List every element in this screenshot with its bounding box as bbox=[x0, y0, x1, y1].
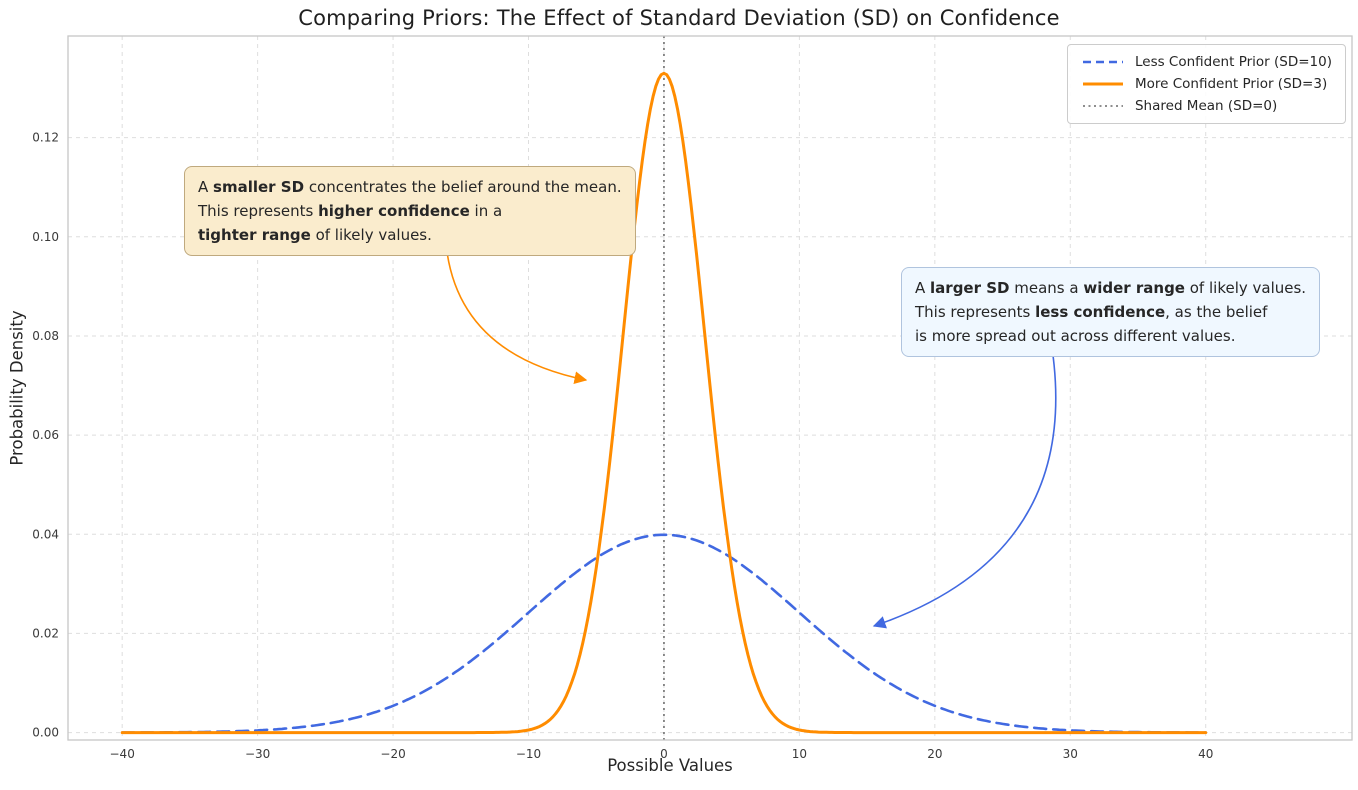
curve-more-confident-prior bbox=[120, 71, 1208, 735]
x-tick-label: 10 bbox=[792, 747, 807, 761]
x-tick-label: 30 bbox=[1063, 747, 1078, 761]
annotation-arrow-smaller-sd bbox=[446, 251, 588, 384]
annotation-line: A smaller SD concentrates the belief aro… bbox=[198, 178, 622, 196]
annotation-line: This represents higher confidence in a bbox=[198, 202, 503, 220]
x-tick-label: −10 bbox=[516, 747, 541, 761]
y-tick-label: 0.02 bbox=[32, 626, 59, 640]
y-tick-label: 0.06 bbox=[32, 428, 59, 442]
legend-item: More Confident Prior (SD=3) bbox=[1081, 76, 1332, 92]
x-tick-label: −40 bbox=[110, 747, 135, 761]
annotation-arrow-larger-sd bbox=[872, 347, 1057, 629]
annotation-larger-sd: A larger SD means a wider range of likel… bbox=[901, 267, 1321, 357]
legend-label: Shared Mean (SD=0) bbox=[1134, 98, 1278, 114]
x-tick-label: 40 bbox=[1198, 747, 1213, 761]
annotation-line: A larger SD means a wider range of likel… bbox=[915, 279, 1307, 297]
y-tick-label: 0.04 bbox=[32, 527, 59, 541]
y-tick-label: 0.00 bbox=[32, 726, 59, 740]
x-tick-label: 0 bbox=[660, 747, 668, 761]
legend-line-sample-icon bbox=[1082, 60, 1123, 64]
x-axis-label: Possible Values bbox=[607, 756, 733, 775]
legend-line-sample-icon bbox=[1082, 82, 1123, 86]
axes-frame bbox=[67, 35, 1353, 741]
annotation-line: is more spread out across different valu… bbox=[915, 327, 1236, 345]
annotation-line: This represents less confidence, as the … bbox=[915, 303, 1268, 321]
y-tick-label: 0.12 bbox=[32, 131, 59, 145]
curve-less-confident-prior bbox=[120, 533, 1207, 734]
legend: Less Confident Prior (SD=10) More Confide… bbox=[1066, 44, 1346, 124]
x-tick-label: −30 bbox=[245, 747, 270, 761]
legend-item: Less Confident Prior (SD=10) bbox=[1081, 54, 1332, 70]
chart-title: Comparing Priors: The Effect of Standard… bbox=[298, 6, 1060, 30]
x-tick-label: −20 bbox=[380, 747, 405, 761]
y-tick-label: 0.10 bbox=[32, 230, 59, 244]
y-axis-label: Probability Density bbox=[7, 310, 27, 466]
legend-label: Less Confident Prior (SD=10) bbox=[1134, 54, 1332, 70]
legend-label: More Confident Prior (SD=3) bbox=[1134, 76, 1328, 92]
x-tick-label: 20 bbox=[927, 747, 942, 761]
legend-line-sample-icon bbox=[1082, 105, 1123, 107]
y-tick-label: 0.08 bbox=[32, 329, 59, 343]
annotation-smaller-sd: A smaller SD concentrates the belief aro… bbox=[184, 166, 636, 256]
annotation-line: tighter range of likely values. bbox=[198, 226, 432, 244]
legend-item: Shared Mean (SD=0) bbox=[1081, 98, 1332, 114]
